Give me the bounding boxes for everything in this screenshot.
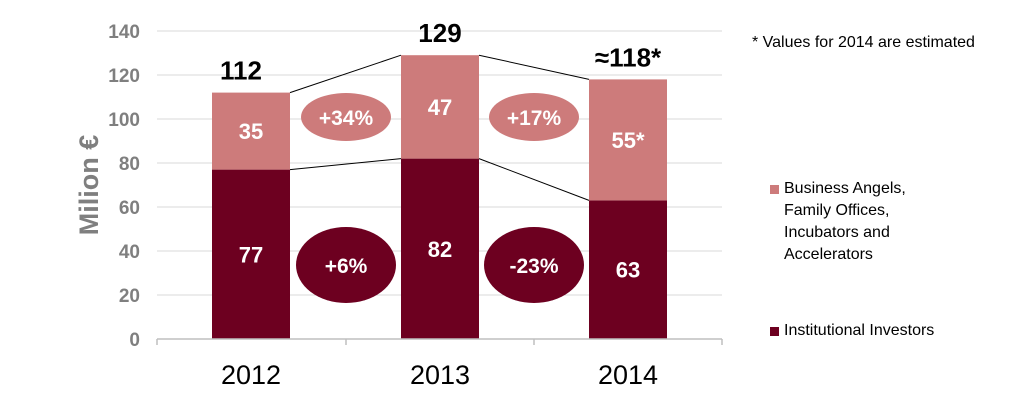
connector-lines (289, 54, 590, 201)
x-tick-label: 2013 (410, 360, 470, 390)
growth-ellipse-lower (484, 227, 584, 303)
legend-item-institutional: Institutional Investors (770, 320, 934, 342)
legend-label-business-angels: Business Angels, Family Offices, Incubat… (784, 178, 906, 266)
total-label: ≈118* (595, 42, 662, 72)
segment-label-business-angels: 35 (239, 119, 263, 144)
segment-label-institutional: 77 (239, 242, 263, 267)
legend-line: Family Offices, (784, 202, 890, 219)
y-axis-ticks: 0 20 40 60 80 100 120 140 (108, 22, 140, 351)
y-axis-label: Milion € (74, 135, 104, 236)
total-labels: 112 129 ≈118* (220, 18, 662, 85)
growth-label-lower: +6% (325, 255, 368, 278)
x-axis-ticks: 2012 2013 2014 (156, 339, 723, 390)
growth-ellipse-upper (301, 93, 391, 141)
legend-swatch-business-angels (770, 185, 779, 194)
x-tick-label: 2014 (598, 360, 658, 390)
bar-segment-institutional (401, 158, 479, 339)
legend-label-institutional: Institutional Investors (784, 322, 935, 339)
bar-segment-business-angels (212, 92, 290, 170)
legend-swatch-institutional (770, 327, 779, 336)
bar-segment-business-angels (589, 79, 667, 201)
y-tick-label: 20 (119, 286, 140, 307)
y-tick-label: 120 (108, 66, 140, 87)
growth-label-lower: -23% (509, 255, 558, 278)
growth-ellipses: +34% +6% +17% -23% (296, 93, 584, 303)
y-tick-label: 80 (119, 154, 140, 175)
y-tick-label: 100 (108, 110, 140, 131)
y-tick-label: 0 (129, 330, 140, 351)
segment-label-business-angels: 47 (428, 95, 452, 120)
connector-line-total (289, 54, 402, 94)
x-tick-label: 2012 (221, 360, 281, 390)
bar-segment-business-angels (401, 55, 479, 159)
bars (212, 55, 667, 339)
bar-segment-institutional (589, 200, 667, 339)
segment-label-institutional: 63 (616, 258, 640, 283)
estimate-note: * Values for 2014 are estimated (752, 34, 975, 51)
legend-line: Accelerators (784, 246, 873, 263)
total-label: 112 (220, 56, 262, 86)
total-label: 129 (418, 18, 461, 48)
connector-line-lower (289, 158, 402, 171)
bar-segment-institutional (212, 169, 290, 339)
legend-line: Business Angels, (784, 180, 906, 197)
growth-label-upper: +17% (507, 107, 562, 130)
legend-line: Incubators and (784, 224, 890, 241)
y-tick-label: 40 (119, 242, 140, 263)
connector-line-total (478, 54, 590, 80)
growth-label-upper: +34% (319, 107, 374, 130)
growth-ellipse-upper (489, 93, 579, 141)
segment-label-institutional: 82 (428, 237, 452, 262)
segment-label-business-angels: 55* (611, 128, 644, 153)
segment-labels: 77 35 82 47 63 55* (239, 95, 645, 283)
y-tick-label: 140 (108, 22, 140, 43)
legend-item-business-angels: Business Angels, Family Offices, Incubat… (770, 178, 906, 266)
connector-line-lower (478, 158, 590, 201)
y-tick-label: 60 (119, 198, 140, 219)
growth-ellipse-lower (296, 227, 396, 303)
